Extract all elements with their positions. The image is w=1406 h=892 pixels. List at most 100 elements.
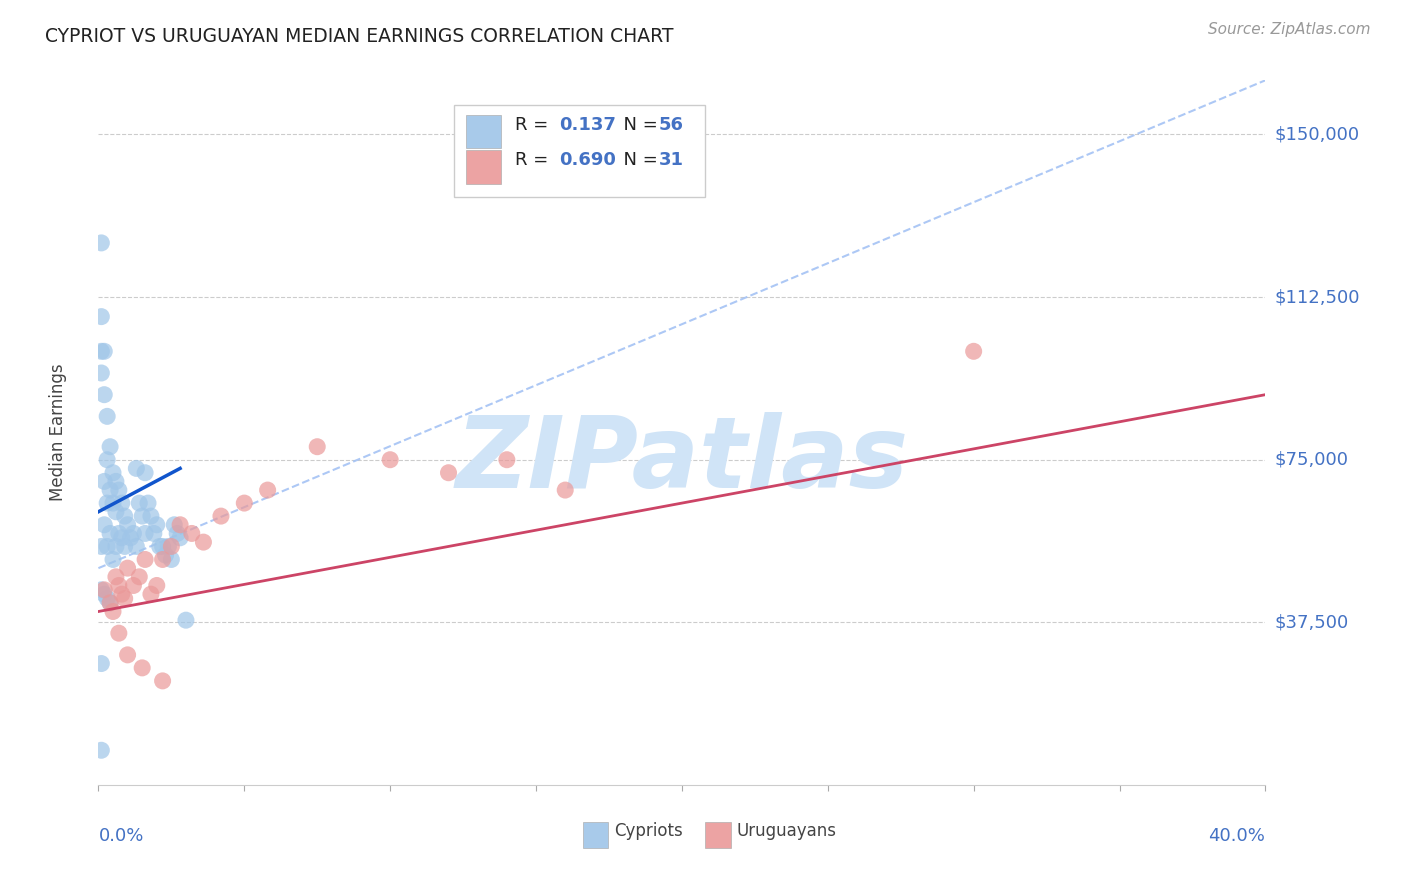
Point xyxy=(166,526,188,541)
Point xyxy=(152,673,174,688)
Point xyxy=(111,587,134,601)
Text: R =: R = xyxy=(515,116,554,134)
Point xyxy=(90,310,112,324)
Text: Cypriots: Cypriots xyxy=(614,822,683,839)
Point xyxy=(98,440,121,454)
Text: N =: N = xyxy=(612,116,664,134)
Point xyxy=(108,626,131,640)
Text: 56: 56 xyxy=(658,116,683,134)
Point xyxy=(104,505,127,519)
Point xyxy=(125,461,148,475)
Point xyxy=(108,526,131,541)
Text: $112,500: $112,500 xyxy=(1274,288,1360,306)
Point xyxy=(90,366,112,380)
Point xyxy=(174,613,197,627)
Point xyxy=(98,596,121,610)
Point xyxy=(152,540,174,554)
Point xyxy=(180,526,202,541)
Point xyxy=(90,743,112,757)
Point xyxy=(122,578,145,592)
Point xyxy=(163,517,186,532)
Point xyxy=(90,657,112,671)
Text: 0.137: 0.137 xyxy=(560,116,616,134)
Point xyxy=(437,466,460,480)
Text: Source: ZipAtlas.com: Source: ZipAtlas.com xyxy=(1208,22,1371,37)
Point xyxy=(117,561,139,575)
Point xyxy=(146,517,169,532)
Point xyxy=(98,483,121,497)
Point xyxy=(117,648,139,662)
Point xyxy=(93,517,115,532)
Point xyxy=(125,540,148,554)
Point xyxy=(160,552,183,566)
Text: Median Earnings: Median Earnings xyxy=(49,364,66,501)
Point xyxy=(169,517,191,532)
Text: N =: N = xyxy=(612,151,664,169)
Text: $37,500: $37,500 xyxy=(1274,614,1348,632)
Point xyxy=(131,509,153,524)
Point xyxy=(101,496,124,510)
Point xyxy=(962,344,984,359)
Point xyxy=(90,582,112,597)
Point xyxy=(307,440,329,454)
Point xyxy=(554,483,576,497)
Point xyxy=(128,496,150,510)
Point xyxy=(256,483,278,497)
Text: $75,000: $75,000 xyxy=(1274,450,1348,468)
Point xyxy=(122,526,145,541)
Point xyxy=(139,587,162,601)
Point xyxy=(120,531,142,545)
Point xyxy=(93,475,115,489)
Point xyxy=(134,552,156,566)
Point xyxy=(114,591,136,606)
Point xyxy=(96,591,118,606)
Point xyxy=(96,452,118,467)
Point xyxy=(155,548,177,562)
Point xyxy=(160,540,183,554)
Point xyxy=(93,587,115,601)
Bar xyxy=(706,822,731,848)
Text: $150,000: $150,000 xyxy=(1274,126,1360,144)
Point xyxy=(136,496,159,510)
FancyBboxPatch shape xyxy=(454,105,706,196)
Point xyxy=(146,578,169,592)
Point xyxy=(98,596,121,610)
Text: R =: R = xyxy=(515,151,554,169)
Point xyxy=(111,531,134,545)
Point xyxy=(117,517,139,532)
Text: 40.0%: 40.0% xyxy=(1209,827,1265,846)
Point xyxy=(104,540,127,554)
Point xyxy=(134,526,156,541)
Point xyxy=(111,496,134,510)
Text: Uruguayans: Uruguayans xyxy=(737,822,837,839)
Point xyxy=(149,540,172,554)
Point xyxy=(98,526,121,541)
Point xyxy=(114,509,136,524)
Point xyxy=(104,475,127,489)
Point xyxy=(90,235,112,250)
Point xyxy=(157,540,180,554)
Point xyxy=(380,452,402,467)
Point xyxy=(108,578,131,592)
Bar xyxy=(465,114,501,148)
Text: 31: 31 xyxy=(658,151,683,169)
Point xyxy=(142,526,165,541)
Point xyxy=(152,552,174,566)
Point xyxy=(93,582,115,597)
Point xyxy=(90,344,112,359)
Point xyxy=(233,496,256,510)
Point xyxy=(128,570,150,584)
Bar xyxy=(582,822,609,848)
Point xyxy=(134,466,156,480)
Point xyxy=(496,452,519,467)
Text: 0.690: 0.690 xyxy=(560,151,616,169)
Point xyxy=(101,466,124,480)
Point xyxy=(108,483,131,497)
Text: 0.0%: 0.0% xyxy=(98,827,143,846)
Text: ZIPatlas: ZIPatlas xyxy=(456,412,908,509)
Point xyxy=(193,535,215,549)
Point xyxy=(114,540,136,554)
Point xyxy=(93,344,115,359)
Point xyxy=(96,540,118,554)
Point xyxy=(101,552,124,566)
